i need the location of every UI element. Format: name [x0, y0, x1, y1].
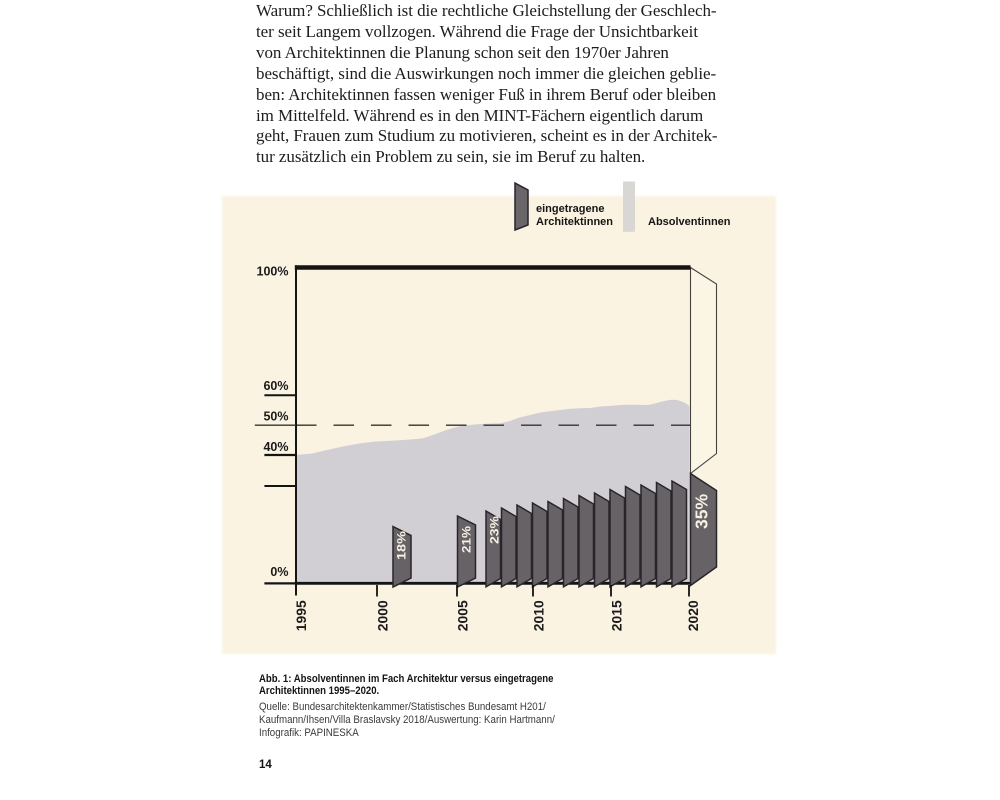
svg-text:2010: 2010 — [532, 600, 547, 631]
svg-text:23%: 23% — [488, 516, 502, 544]
svg-text:21%: 21% — [459, 526, 473, 553]
svg-text:100%: 100% — [257, 264, 289, 278]
svg-text:Absolventinnen: Absolventinnen — [648, 216, 731, 228]
svg-text:40%: 40% — [263, 440, 288, 454]
svg-text:1995: 1995 — [294, 600, 309, 631]
svg-text:60%: 60% — [263, 379, 288, 393]
svg-text:Architektinnen: Architektinnen — [536, 216, 613, 228]
svg-text:18%: 18% — [395, 531, 409, 560]
svg-text:0%: 0% — [270, 565, 288, 579]
svg-text:2000: 2000 — [376, 600, 391, 631]
svg-text:50%: 50% — [263, 410, 288, 424]
svg-text:2020: 2020 — [686, 600, 701, 631]
svg-text:eingetragene: eingetragene — [536, 203, 604, 215]
svg-text:2015: 2015 — [610, 600, 625, 631]
svg-text:2005: 2005 — [456, 600, 471, 631]
svg-text:35%: 35% — [692, 494, 712, 529]
